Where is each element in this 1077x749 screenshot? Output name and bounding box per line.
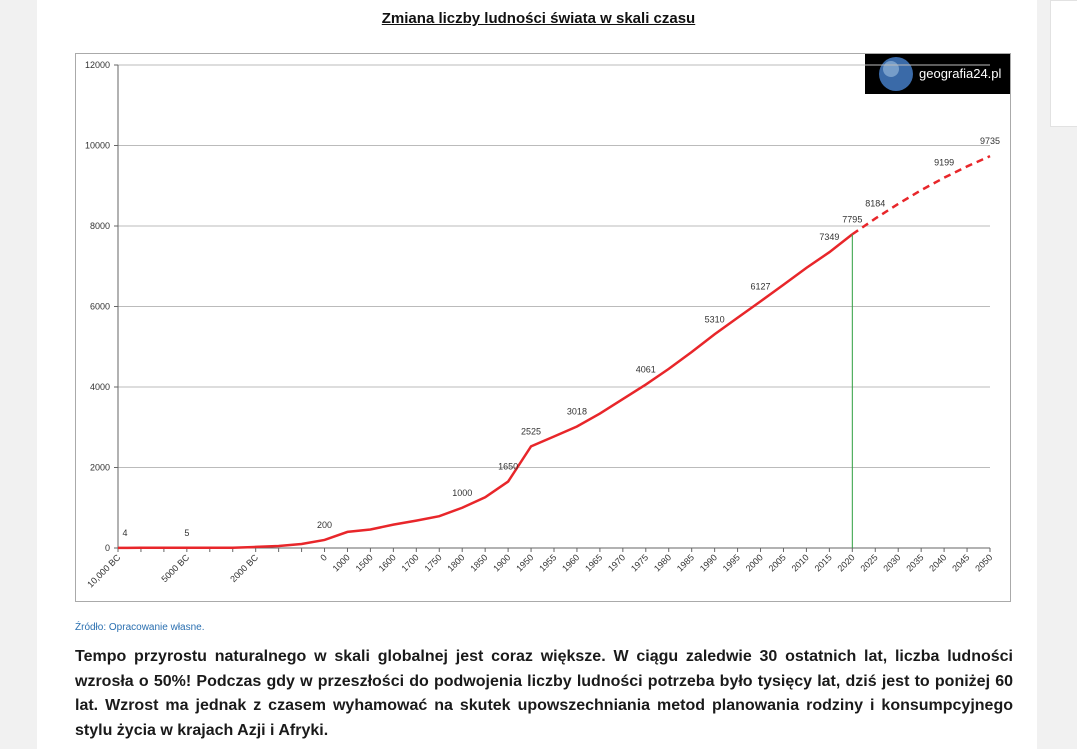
data-label: 5 — [184, 528, 189, 538]
data-label: 2525 — [521, 426, 541, 436]
x-tick-label: 0 — [318, 552, 329, 563]
chart: geografia24.pl 0200040006000800010000120… — [75, 53, 1011, 602]
data-label: 5310 — [705, 314, 725, 324]
data-label: 9735 — [980, 136, 1000, 146]
y-tick-label: 6000 — [90, 302, 110, 312]
data-label: 4061 — [636, 365, 656, 375]
logo-globe-shine — [883, 61, 899, 77]
line-series — [117, 233, 854, 550]
data-label: 7349 — [819, 232, 839, 242]
y-tick-label: 0 — [105, 543, 110, 553]
data-label: 9199 — [934, 158, 954, 168]
y-tick-label: 4000 — [90, 382, 110, 392]
data-label: 3018 — [567, 407, 587, 417]
data-label: 1650 — [498, 462, 518, 472]
line-projection — [851, 155, 991, 236]
data-label: 8184 — [865, 199, 885, 209]
paragraph: Tempo przyrostu naturalnego w skali glob… — [75, 648, 1013, 739]
data-label: 200 — [317, 520, 332, 530]
chart-title: Zmiana liczby ludności świata w skali cz… — [381, 10, 696, 27]
chart-frame — [75, 53, 1011, 602]
y-tick-label: 12000 — [85, 60, 110, 70]
data-label: 7795 — [842, 214, 862, 224]
logo-text: geografia24.pl — [919, 66, 1002, 81]
data-label: 1000 — [452, 488, 472, 498]
y-tick-label: 2000 — [90, 463, 110, 473]
source-note: Źródło: Opracowanie własne. — [75, 622, 205, 633]
side-panel — [1050, 0, 1077, 127]
data-label: 6127 — [751, 281, 771, 291]
y-tick-label: 8000 — [90, 221, 110, 231]
y-tick-label: 10000 — [85, 141, 110, 151]
data-label: 4 — [122, 528, 127, 538]
